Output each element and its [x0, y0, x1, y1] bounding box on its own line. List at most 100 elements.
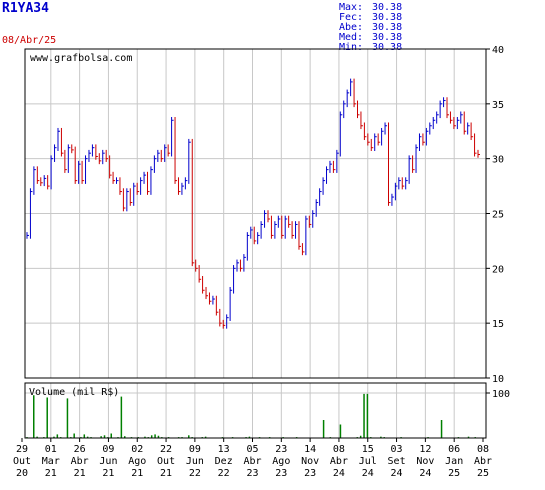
x-tick-day: 14 [304, 444, 316, 455]
price-bar [243, 254, 246, 272]
price-bar [219, 308, 222, 327]
price-bar [109, 155, 112, 179]
price-tick-label: 40 [492, 45, 504, 56]
price-bar [60, 127, 64, 157]
price-bar [71, 144, 74, 154]
price-bar [129, 188, 133, 206]
x-tick-year: 23 [275, 468, 287, 479]
price-bar [467, 122, 470, 135]
price-bar [370, 138, 374, 151]
stat-max: Max: 30.38 [339, 2, 403, 13]
price-bar [140, 177, 143, 195]
price-bar [26, 232, 29, 239]
price-bar [150, 166, 153, 195]
price-bar [270, 215, 274, 239]
stat-open: Abe: 30.38 [339, 22, 403, 33]
x-tick-month: Ago [128, 456, 146, 467]
price-bar [453, 116, 456, 130]
price-bar [346, 89, 350, 108]
price-bar [167, 144, 171, 157]
price-bar [329, 160, 332, 173]
x-tick-month: Abr [71, 456, 89, 467]
x-tick-day: 12 [419, 444, 431, 455]
price-bar [350, 78, 353, 97]
x-tick-month: Nov [416, 456, 434, 467]
x-tick-year: 21 [74, 468, 86, 479]
price-bar [47, 175, 50, 190]
price-bar [146, 171, 150, 195]
price-bar [322, 177, 326, 195]
price-bar [133, 182, 136, 206]
x-tick-year: 25 [477, 468, 489, 479]
price-bar [357, 100, 360, 119]
price-bar [119, 177, 122, 195]
x-tick-day: 22 [160, 444, 172, 455]
x-tick-year: 24 [391, 468, 403, 479]
price-bar [319, 188, 322, 206]
x-tick-day: 08 [477, 444, 489, 455]
price-bar [239, 259, 243, 272]
x-tick-year: 21 [45, 468, 57, 479]
price-bar [360, 111, 363, 130]
price-bar [43, 175, 47, 187]
price-bar [387, 122, 391, 206]
chart-date: 08/Abr/25 [2, 35, 57, 46]
price-bar [67, 144, 71, 173]
price-bar [226, 314, 229, 329]
x-tick-year: 20 [16, 468, 28, 479]
price-bar [374, 133, 377, 151]
price-bar [284, 215, 288, 239]
price-bar [205, 286, 209, 300]
price-bar [449, 111, 453, 124]
x-tick-year: 22 [189, 468, 201, 479]
x-tick-day: 13 [218, 444, 230, 455]
price-bar [81, 160, 85, 184]
price-bar [136, 182, 140, 195]
price-bar [143, 171, 147, 184]
price-bar [408, 155, 412, 184]
price-bar [291, 221, 295, 239]
price-bar [36, 166, 40, 184]
price-bar [377, 133, 381, 146]
price-bar [188, 138, 191, 184]
price-plot-frame [24, 48, 487, 379]
price-bar [105, 149, 109, 162]
x-tick-year: 22 [218, 468, 230, 479]
price-bar [353, 78, 357, 108]
price-bar [443, 97, 446, 108]
x-tick-year: 24 [333, 468, 345, 479]
price-bar [208, 292, 212, 305]
price-bar [198, 265, 202, 283]
price-bar [222, 319, 226, 329]
price-bar [98, 153, 102, 165]
x-tick-day: 26 [74, 444, 86, 455]
price-bar [85, 155, 88, 184]
x-tick-year: 21 [160, 468, 172, 479]
price-bar [439, 100, 443, 119]
price-bar [474, 133, 477, 157]
x-tick-month: Mar [42, 456, 60, 467]
price-bar [305, 215, 308, 256]
stat-average: Med: 30.38 [339, 32, 403, 43]
price-bar [95, 144, 98, 160]
x-tick-day: 09 [102, 444, 114, 455]
price-bar [425, 127, 429, 146]
price-bar [116, 177, 119, 184]
price-bar [102, 149, 105, 165]
x-tick-day: 03 [391, 444, 403, 455]
price-bar [308, 215, 312, 228]
price-bar [274, 221, 277, 239]
price-bar [215, 295, 219, 316]
price-tick-label: 25 [492, 210, 504, 221]
price-bar [177, 177, 181, 195]
price-bar [398, 177, 401, 190]
price-bar [456, 116, 460, 130]
price-tick-label: 30 [492, 155, 504, 166]
price-bar [181, 182, 184, 195]
price-bar [78, 160, 81, 184]
price-bar [91, 144, 95, 157]
x-tick-month: Nov [301, 456, 319, 467]
price-bar [288, 215, 291, 228]
price-bar [381, 127, 384, 146]
